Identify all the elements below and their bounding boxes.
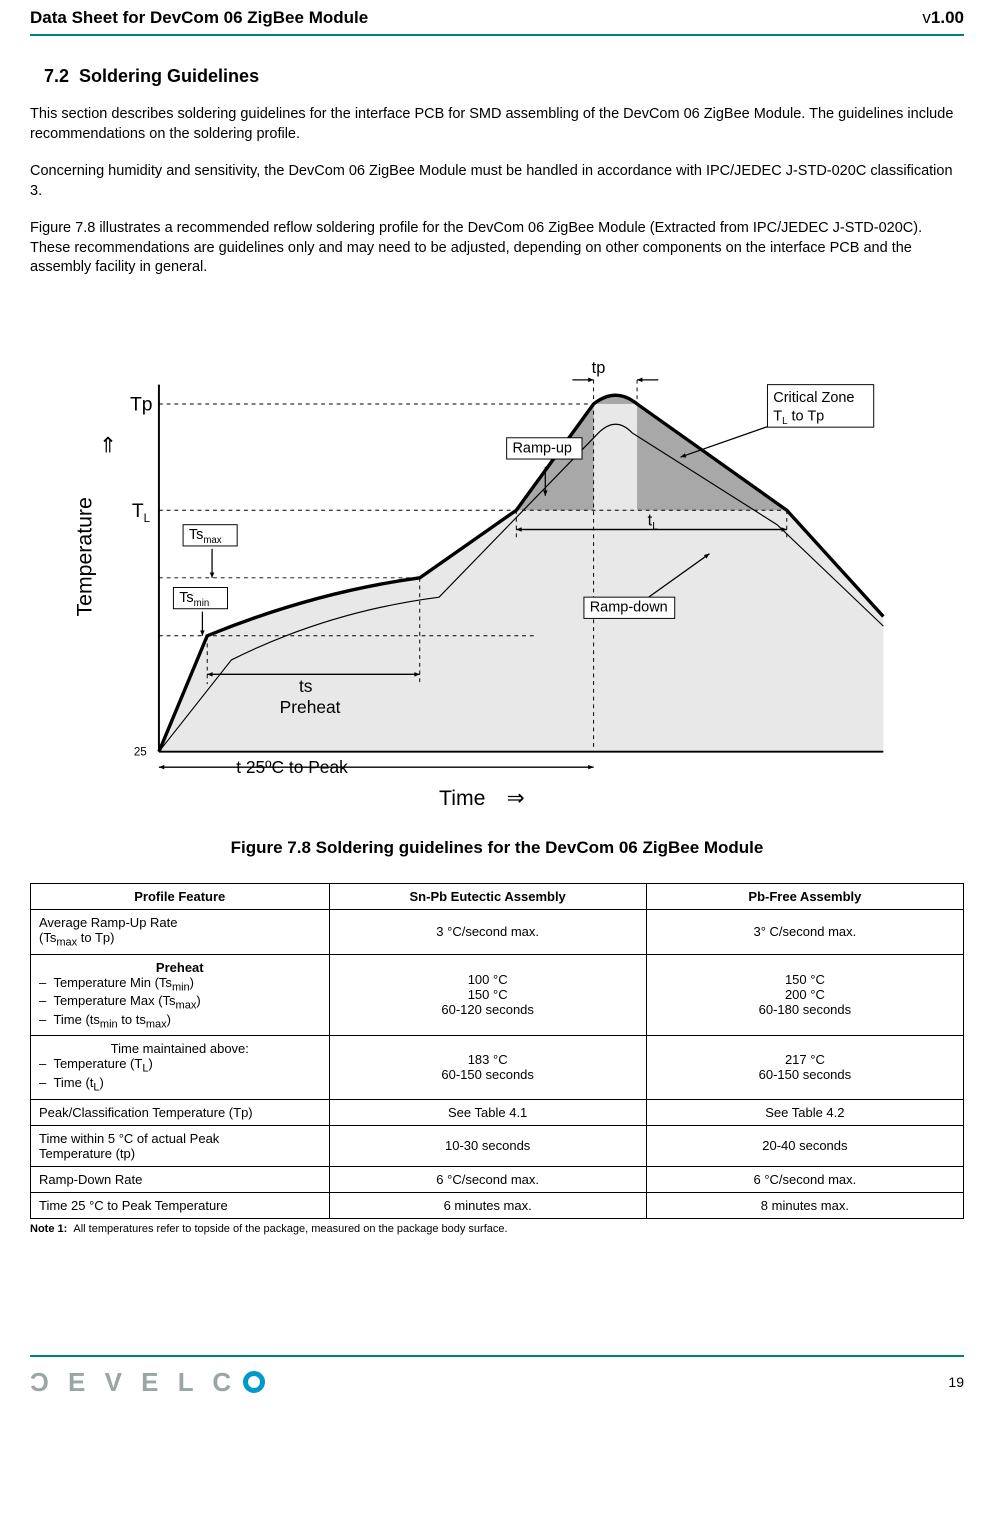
table-row: Preheat– Temperature Min (Tsmin)– Temper… [31, 954, 964, 1036]
cell-snpb: 100 °C150 °C60-120 seconds [329, 954, 646, 1036]
logo-text: Ɔ E V E L C [30, 1367, 237, 1398]
header-version: v1.00 [922, 8, 964, 28]
header-title: Data Sheet for DevCom 06 ZigBee Module [30, 8, 368, 28]
cell-pbfree: 6 °C/second max. [646, 1166, 963, 1192]
cell-pbfree: 150 °C200 °C60-180 seconds [646, 954, 963, 1036]
cell-pbfree: 217 °C60-150 seconds [646, 1036, 963, 1099]
svg-text:25: 25 [134, 746, 147, 758]
svg-text:Preheat: Preheat [280, 697, 341, 717]
svg-text:ts: ts [299, 676, 313, 696]
cell-snpb: 183 °C60-150 seconds [329, 1036, 646, 1099]
cell-snpb: 3 °C/second max. [329, 909, 646, 954]
page-footer: Ɔ E V E L C 19 [30, 1355, 964, 1398]
cell-feature: Time within 5 °C of actual PeakTemperatu… [31, 1125, 330, 1166]
logo-o-icon [243, 1371, 265, 1393]
cell-feature: Time maintained above:– Temperature (TL)… [31, 1036, 330, 1099]
table-row: Time maintained above:– Temperature (TL)… [31, 1036, 964, 1099]
th-feature: Profile Feature [31, 883, 330, 909]
cell-pbfree: 3° C/second max. [646, 909, 963, 954]
figure-caption: Figure 7.8 Soldering guidelines for the … [30, 838, 964, 858]
table-row: Peak/Classification Temperature (Tp)See … [31, 1099, 964, 1125]
paragraph-1: This section describes soldering guideli… [30, 105, 964, 144]
cell-feature: Average Ramp-Up Rate(Tsmax to Tp) [31, 909, 330, 954]
svg-text:Ramp-up: Ramp-up [512, 440, 572, 456]
table-row: Ramp-Down Rate6 °C/second max.6 °C/secon… [31, 1166, 964, 1192]
th-snpb: Sn-Pb Eutectic Assembly [329, 883, 646, 909]
profile-table: Profile Feature Sn-Pb Eutectic Assembly … [30, 883, 964, 1219]
table-header-row: Profile Feature Sn-Pb Eutectic Assembly … [31, 883, 964, 909]
cell-feature: Time 25 °C to Peak Temperature [31, 1192, 330, 1218]
svg-text:TL: TL [132, 501, 151, 525]
develco-logo: Ɔ E V E L C [30, 1367, 265, 1398]
svg-text:Time: Time [439, 786, 485, 810]
page-number: 19 [948, 1374, 964, 1390]
cell-pbfree: 8 minutes max. [646, 1192, 963, 1218]
svg-text:⇒: ⇒ [507, 786, 525, 810]
svg-text:tp: tp [592, 359, 606, 377]
reflow-profile-chart: TsmaxTsminRamp-upRamp-downCritical ZoneT… [72, 318, 922, 828]
cell-pbfree: 20-40 seconds [646, 1125, 963, 1166]
cell-snpb: See Table 4.1 [329, 1099, 646, 1125]
cell-feature: Peak/Classification Temperature (Tp) [31, 1099, 330, 1125]
cell-pbfree: See Table 4.2 [646, 1099, 963, 1125]
cell-feature: Ramp-Down Rate [31, 1166, 330, 1192]
svg-text:Temperature: Temperature [72, 497, 96, 616]
th-pbfree: Pb-Free Assembly [646, 883, 963, 909]
table-note: Note 1: All temperatures refer to topsid… [30, 1223, 964, 1235]
table-row: Time 25 °C to Peak Temperature6 minutes … [31, 1192, 964, 1218]
cell-snpb: 6 °C/second max. [329, 1166, 646, 1192]
paragraph-3: Figure 7.8 illustrates a recommended ref… [30, 219, 964, 278]
section-heading: 7.2 Soldering Guidelines [44, 66, 964, 87]
svg-text:⇑: ⇑ [99, 433, 117, 457]
svg-text:t 25ºC to Peak: t 25ºC to Peak [236, 757, 348, 777]
paragraph-2: Concerning humidity and sensitivity, the… [30, 162, 964, 201]
svg-text:Tp: Tp [130, 395, 153, 416]
cell-feature: Preheat– Temperature Min (Tsmin)– Temper… [31, 954, 330, 1036]
table-row: Average Ramp-Up Rate(Tsmax to Tp)3 °C/se… [31, 909, 964, 954]
svg-text:Critical Zone: Critical Zone [773, 390, 854, 406]
svg-text:Ramp-down: Ramp-down [590, 600, 668, 616]
table-row: Time within 5 °C of actual PeakTemperatu… [31, 1125, 964, 1166]
cell-snpb: 10-30 seconds [329, 1125, 646, 1166]
page-header: Data Sheet for DevCom 06 ZigBee Module v… [30, 0, 964, 36]
cell-snpb: 6 minutes max. [329, 1192, 646, 1218]
